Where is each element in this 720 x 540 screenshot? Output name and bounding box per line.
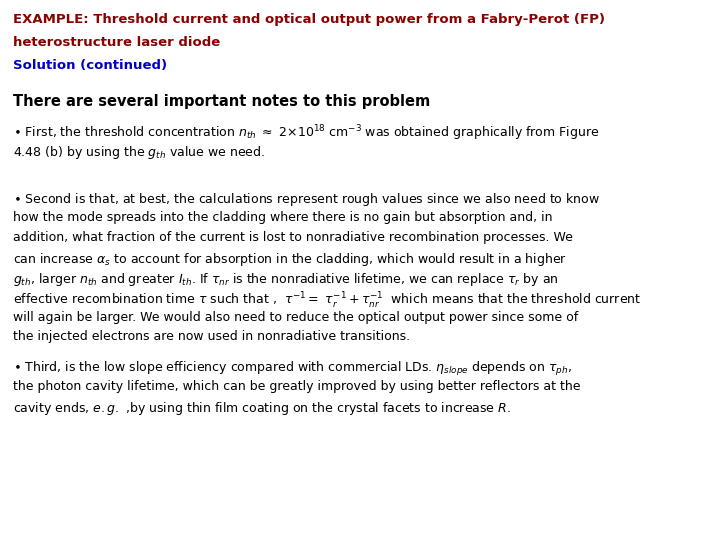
Text: cavity ends, $e.g.$ ,by using thin film coating on the crystal facets to increas: cavity ends, $e.g.$ ,by using thin film … — [13, 400, 511, 417]
Text: $\bullet$ Third, is the low slope efficiency compared with commercial LDs. $\eta: $\bullet$ Third, is the low slope effici… — [13, 360, 572, 378]
Text: can increase $\alpha_s$ to account for absorption in the cladding, which would r: can increase $\alpha_s$ to account for a… — [13, 251, 567, 267]
Text: $\bullet$ First, the threshold concentration $n_{th}$ $\approx$ 2$\times$10$^{18: $\bullet$ First, the threshold concentra… — [13, 124, 600, 143]
Text: EXAMPLE: Threshold current and optical output power from a Fabry-Perot (FP): EXAMPLE: Threshold current and optical o… — [13, 14, 605, 26]
Text: effective recombination time $\tau$ such that ,  $\tau^{-1} = $ $\tau_r^{-1}+\ta: effective recombination time $\tau$ such… — [13, 291, 642, 310]
Text: the photon cavity lifetime, which can be greatly improved by using better reflec: the photon cavity lifetime, which can be… — [13, 380, 580, 393]
Text: heterostructure laser diode: heterostructure laser diode — [13, 36, 220, 49]
Text: 4.48 (b) by using the $g_{th}$ value we need.: 4.48 (b) by using the $g_{th}$ value we … — [13, 144, 265, 160]
Text: how the mode spreads into the cladding where there is no gain but absorption and: how the mode spreads into the cladding w… — [13, 211, 552, 224]
Text: $\bullet$ Second is that, at best, the calculations represent rough values since: $\bullet$ Second is that, at best, the c… — [13, 191, 600, 207]
Text: There are several important notes to this problem: There are several important notes to thi… — [13, 94, 431, 109]
Text: Solution (continued): Solution (continued) — [13, 59, 167, 72]
Text: the injected electrons are now used in nonradiative transitions.: the injected electrons are now used in n… — [13, 330, 410, 343]
Text: $g_{th}$, larger $n_{th}$ and greater $I_{th}$. If $\tau_{nr}$ is the nonradiati: $g_{th}$, larger $n_{th}$ and greater $I… — [13, 271, 559, 287]
Text: will again be larger. We would also need to reduce the optical output power sinc: will again be larger. We would also need… — [13, 310, 578, 323]
Text: addition, what fraction of the current is lost to nonradiative recombination pro: addition, what fraction of the current i… — [13, 231, 573, 244]
